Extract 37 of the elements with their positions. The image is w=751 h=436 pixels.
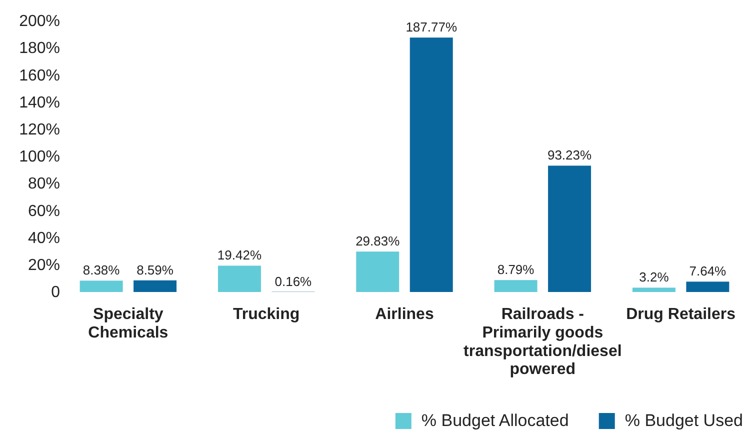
data-label: 187.77% [406,20,458,35]
y-tick-label: 60% [28,202,60,220]
y-tick-label: 0 [51,284,60,302]
x-tick-label: Airlines [375,306,434,323]
bar [134,280,177,292]
y-tick-label: 20% [28,257,60,274]
data-label: 0.16% [274,274,312,289]
y-tick-label: 40% [28,230,60,247]
bar [80,280,123,292]
data-label: 8.38% [82,262,120,278]
x-tick-label: Drug Retailers [626,306,736,323]
bar [410,38,453,292]
bar [632,288,676,292]
y-tick-label: 80% [28,176,60,193]
y-tick-label: 160% [19,67,60,84]
y-tick-label: 180% [19,40,60,58]
x-tick-label: Specialty Chemicals [88,306,168,342]
data-label: 7.64% [689,264,727,279]
bar [356,252,400,292]
bar [494,280,538,292]
legend-label: % Budget Allocated [421,411,569,430]
x-tick-label: Trucking [232,306,300,323]
data-label: 8.79% [497,262,535,278]
data-label: 29.83% [356,234,400,249]
y-tick-label: 140% [19,94,60,112]
bar [548,166,592,292]
y-tick-label: 100% [19,148,60,166]
data-label: 19.42% [217,248,262,263]
legend-label: % Budget Used [624,411,743,430]
data-label: 8.59% [136,262,174,278]
x-tick-label: Railroads - Primarily goods transportation/diesel powered [464,306,622,378]
bar [218,266,261,292]
data-label: 93.23% [547,148,592,163]
y-tick-label: 200% [19,13,60,30]
bar [686,282,730,292]
y-tick-label: 120% [19,122,60,139]
data-label: 3.2% [639,270,670,285]
